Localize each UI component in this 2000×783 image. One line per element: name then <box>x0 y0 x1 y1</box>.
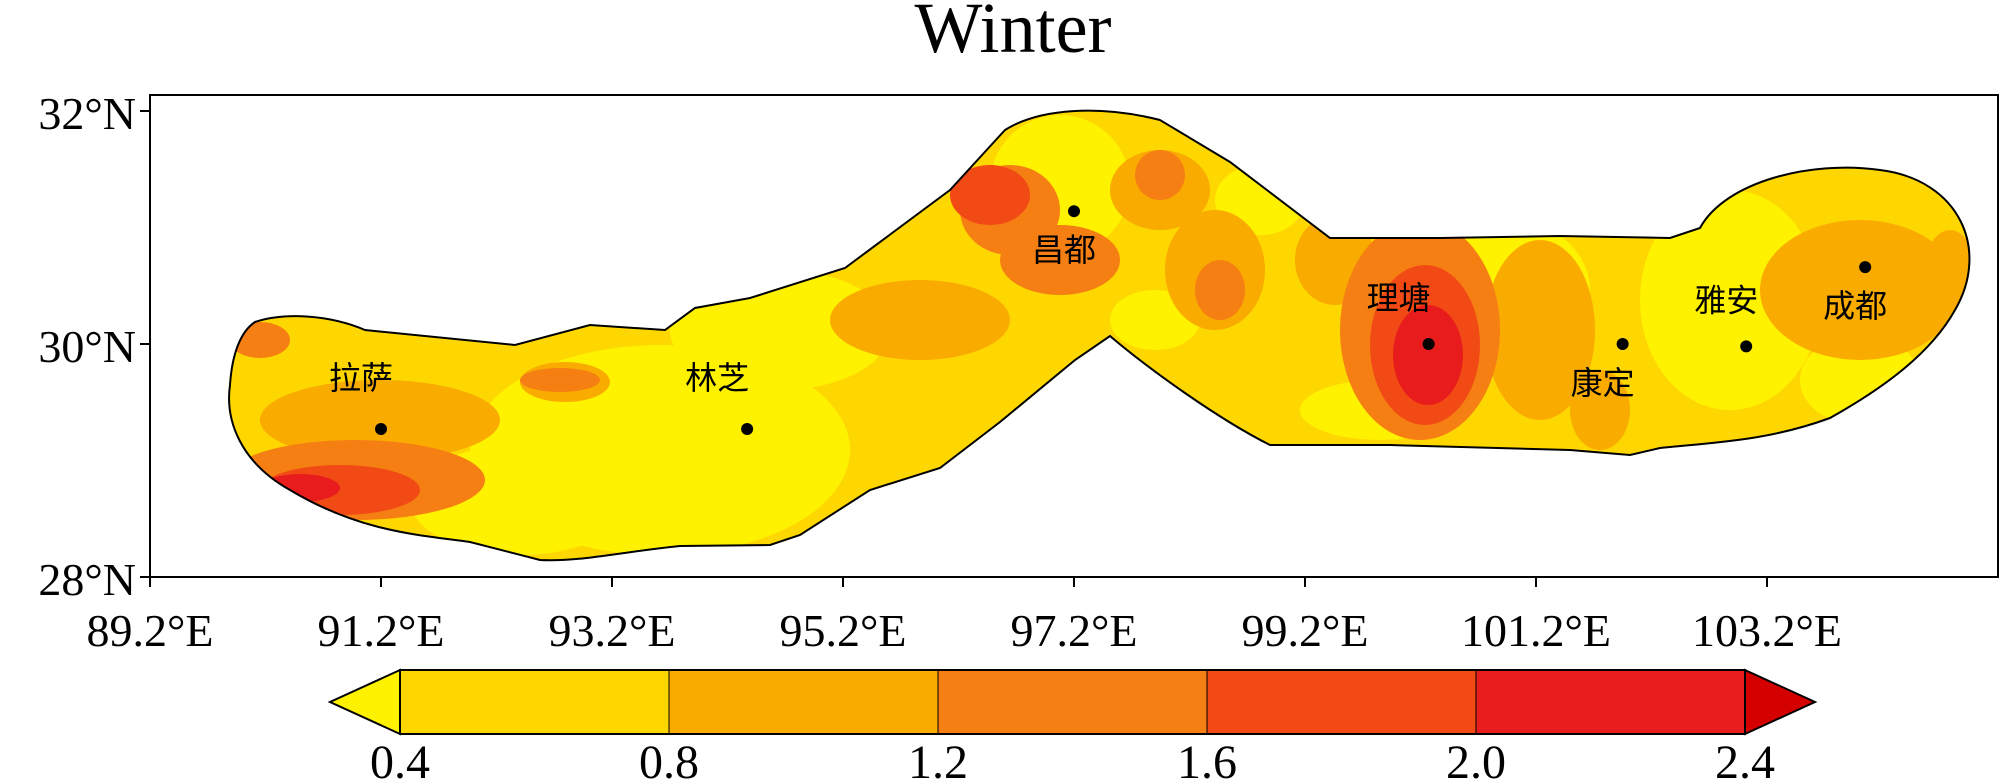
lat-tick-label: 28°N <box>38 554 136 605</box>
city-dot <box>1068 205 1080 218</box>
lon-tick-label: 89.2°E <box>87 605 214 656</box>
lat-tick-label: 32°N <box>38 88 136 139</box>
region-outline <box>228 109 1971 562</box>
city-label: 康定 <box>1571 364 1635 402</box>
longitude-axis: 89.2°E 91.2°E 93.2°E 95.2°E 97.2°E 99.2°E 101.… <box>87 577 1842 656</box>
colorbar-tick-label: 2.4 <box>1715 736 1775 783</box>
city-dot <box>1422 338 1435 350</box>
colorbar-segment <box>1476 670 1745 734</box>
lon-tick-label: 97.2°E <box>1011 605 1138 656</box>
city-dot <box>375 423 387 436</box>
colorbar-segment <box>400 670 669 734</box>
city-dot <box>1740 340 1753 353</box>
colorbar-segment <box>669 670 938 734</box>
colorbar-tick-label: 1.2 <box>908 736 968 783</box>
city-label: 雅安 <box>1694 281 1758 319</box>
city-label: 成都 <box>1823 287 1887 325</box>
colorbar-tick-label: 0.4 <box>370 736 430 783</box>
city-dot <box>741 423 754 436</box>
lon-tick-label: 91.2°E <box>318 605 445 656</box>
lon-tick-label: 103.2°E <box>1692 605 1842 656</box>
colorbar-tick-label: 0.8 <box>639 736 699 783</box>
lon-tick-label: 95.2°E <box>780 605 907 656</box>
city-dot <box>1616 338 1629 350</box>
colorbar-segment <box>1207 670 1476 734</box>
lat-tick-label: 30°N <box>38 321 136 372</box>
city-label: 拉萨 <box>329 359 393 397</box>
city-dot <box>1859 261 1872 274</box>
lon-tick-label: 101.2°E <box>1461 605 1611 656</box>
colorbar-tick-label: 1.6 <box>1177 736 1237 783</box>
colorbar-tick-label: 2.0 <box>1446 736 1506 783</box>
city-label: 理塘 <box>1367 279 1431 317</box>
colorbar: 0.4 0.8 1.2 1.6 2.0 2.4 <box>327 668 1818 783</box>
lon-tick-label: 93.2°E <box>549 605 676 656</box>
latitude-axis: 28°N 30°N 32°N <box>38 88 150 605</box>
map-title: Winter <box>914 0 1111 68</box>
colorbar-min-arrow <box>327 668 401 736</box>
city-label: 昌都 <box>1032 231 1096 269</box>
colorbar-segment <box>938 670 1207 734</box>
lon-tick-label: 99.2°E <box>1242 605 1369 656</box>
colorbar-max-arrow <box>1744 668 1818 736</box>
city-label: 林芝 <box>685 359 749 397</box>
